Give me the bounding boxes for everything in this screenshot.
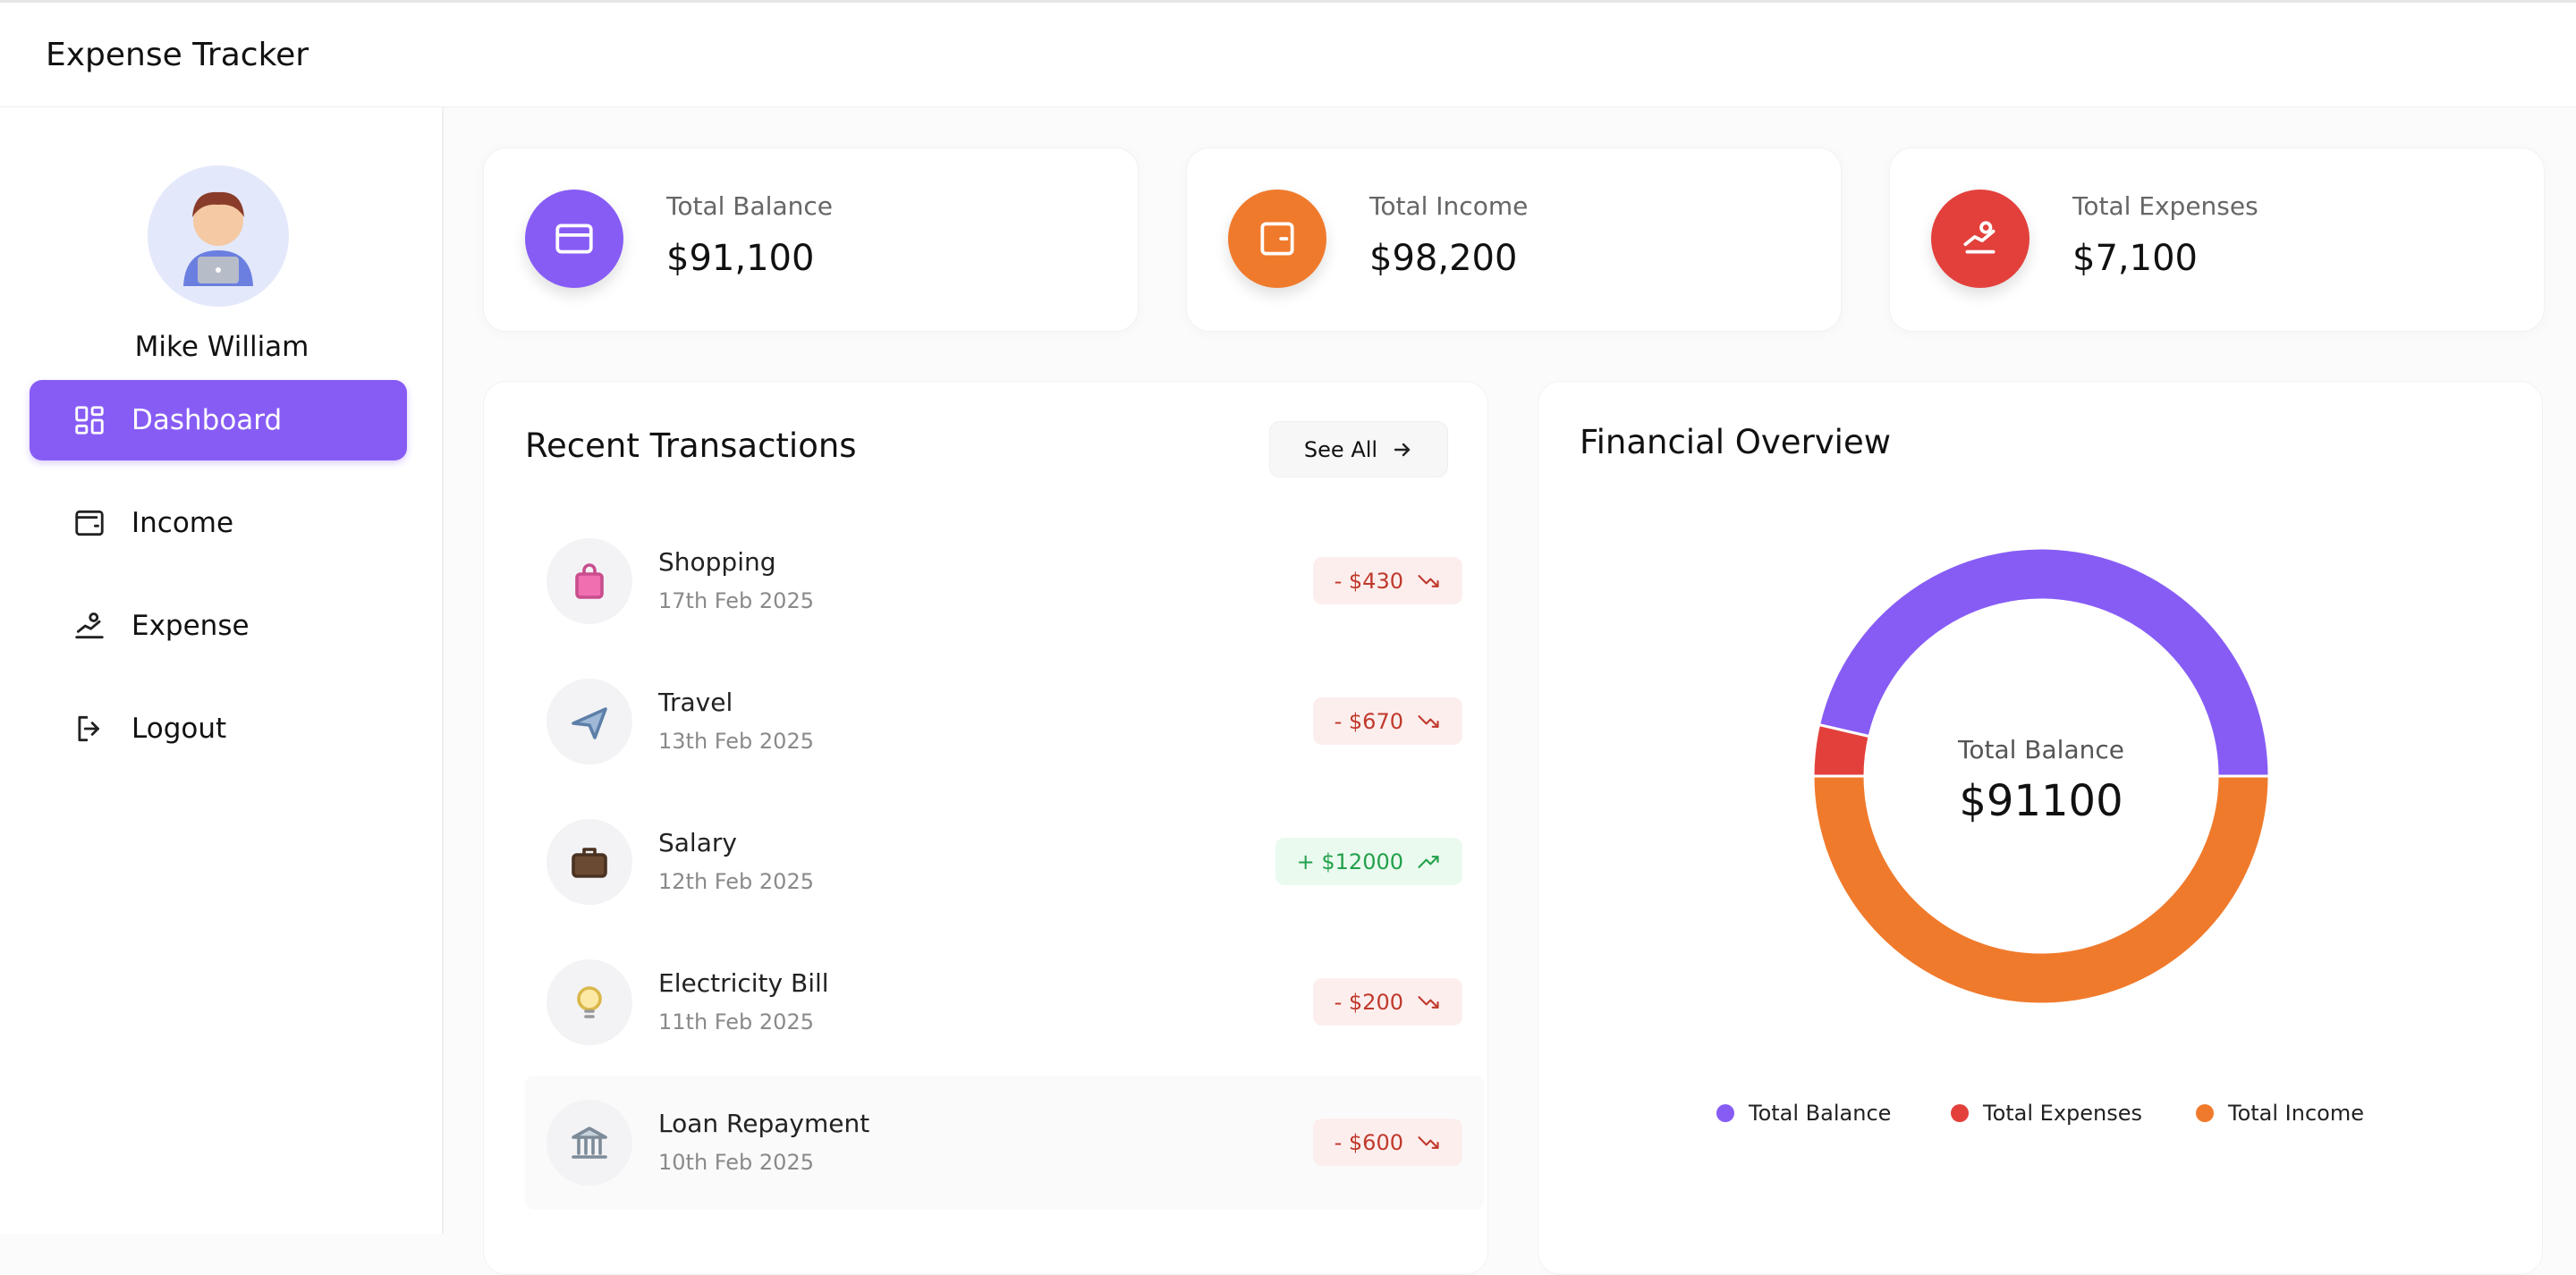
transaction-name: Shopping: [658, 547, 776, 577]
transaction-icon: [547, 679, 632, 764]
transaction-icon: [547, 538, 632, 624]
nav-label: Expense: [131, 610, 250, 642]
nav-label: Income: [131, 507, 234, 539]
summary-card: Total Income $98,200: [1186, 148, 1842, 332]
card-icon: [525, 190, 623, 288]
panel-title: Financial Overview: [1580, 423, 1891, 461]
legend-item: Total Balance: [1716, 1101, 1891, 1126]
nav-label: Logout: [131, 713, 227, 745]
nav-item[interactable]: Expense: [30, 586, 407, 666]
legend-dot: [1716, 1104, 1734, 1122]
amount-pill: - $600: [1312, 1119, 1462, 1166]
legend-dot: [1951, 1104, 1969, 1122]
amount: + $12000: [1296, 849, 1403, 874]
legend-label: Total Expenses: [1983, 1101, 2143, 1126]
transaction-row: Shopping 17th Feb 2025 - $430: [525, 514, 1484, 648]
nav-label: Dashboard: [131, 404, 283, 436]
amount-pill: - $430: [1312, 557, 1462, 604]
card-value: $98,200: [1369, 238, 1518, 279]
donut-chart: Total Balance $91100: [1811, 546, 2271, 1006]
transaction-row: Salary 12th Feb 2025 + $12000: [525, 795, 1484, 929]
amount: - $200: [1334, 989, 1403, 1015]
transaction-name: Loan Repayment: [658, 1109, 870, 1138]
legend-label: Total Balance: [1749, 1101, 1892, 1126]
nav-item[interactable]: Dashboard: [30, 380, 407, 460]
amount: - $430: [1334, 568, 1403, 594]
nav-item[interactable]: Logout: [30, 688, 407, 769]
transaction-row: Travel 13th Feb 2025 - $670: [525, 654, 1484, 789]
summary-card: Total Balance $91,100: [483, 148, 1139, 332]
transaction-date: 12th Feb 2025: [658, 869, 814, 894]
transaction-date: 13th Feb 2025: [658, 729, 814, 754]
card-icon: [1228, 190, 1326, 288]
transaction-row: Electricity Bill 11th Feb 2025 - $200: [525, 935, 1484, 1069]
transaction-date: 10th Feb 2025: [658, 1150, 814, 1175]
amount: - $600: [1334, 1129, 1403, 1155]
user-name: Mike William: [134, 331, 309, 363]
card-icon: [1931, 190, 2029, 288]
transaction-name: Travel: [658, 688, 733, 717]
transaction-icon: [547, 959, 632, 1045]
amount-pill: - $670: [1312, 697, 1462, 745]
summary-card: Total Expenses $7,100: [1889, 148, 2545, 332]
legend-item: Total Expenses: [1951, 1101, 2142, 1126]
sidebar: Mike William Dashboard Income Expense Logou…: [0, 107, 444, 1234]
donut-segment: [1811, 774, 2271, 1006]
legend-label: Total Income: [2228, 1101, 2364, 1126]
card-value: $7,100: [2072, 238, 2198, 279]
amount-pill: + $12000: [1275, 838, 1462, 885]
center-label: Total Balance: [1957, 735, 2124, 764]
legend-item: Total Income: [2196, 1101, 2364, 1126]
amount: - $670: [1334, 708, 1403, 734]
app-title: Expense Tracker: [46, 37, 309, 73]
amount-pill: - $200: [1312, 978, 1462, 1026]
card-label: Total Balance: [666, 191, 833, 221]
transaction-date: 11th Feb 2025: [658, 1009, 814, 1034]
card-value: $91,100: [666, 238, 815, 279]
transaction-icon: [547, 1100, 632, 1186]
transaction-icon: [547, 819, 632, 905]
overview-panel: Financial Overview Total Balance $91100 …: [1538, 381, 2543, 1275]
center-value: $91100: [1959, 776, 2123, 826]
transactions-panel: Recent Transactions See All Shopping 17th…: [483, 381, 1488, 1275]
button-label: See All: [1303, 436, 1378, 462]
transaction-name: Electricity Bill: [658, 968, 829, 998]
nav-item[interactable]: Income: [30, 483, 407, 563]
transaction-date: 17th Feb 2025: [658, 588, 814, 613]
card-label: Total Expenses: [2072, 191, 2258, 221]
panel-title: Recent Transactions: [525, 426, 857, 465]
see-all-button[interactable]: See All: [1269, 421, 1448, 477]
header: Expense Tracker: [0, 0, 2576, 107]
transaction-name: Salary: [658, 828, 737, 857]
avatar[interactable]: [148, 165, 289, 307]
card-label: Total Income: [1369, 191, 1529, 221]
donut-segment: [1817, 546, 2271, 778]
transaction-row: Loan Repayment 10th Feb 2025 - $600: [525, 1076, 1484, 1210]
legend-dot: [2196, 1104, 2214, 1122]
